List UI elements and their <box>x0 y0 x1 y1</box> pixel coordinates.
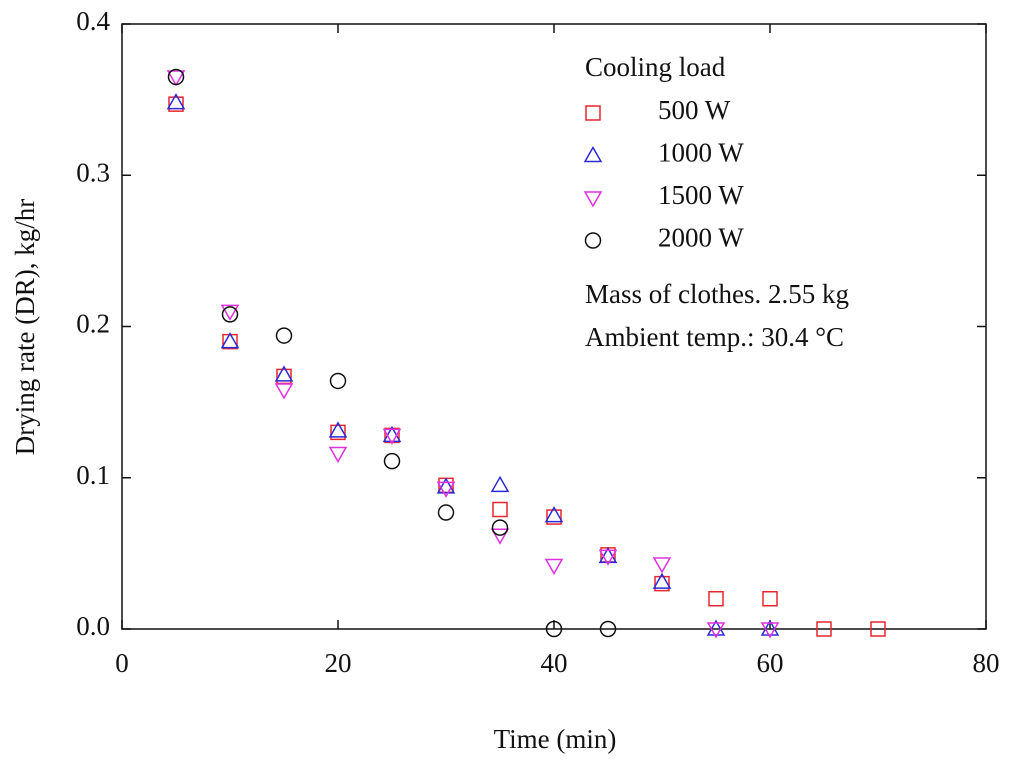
point <box>599 620 617 638</box>
point <box>328 421 348 438</box>
point <box>166 70 186 87</box>
point <box>546 509 562 525</box>
point <box>220 304 240 321</box>
legend-label: 2000 W <box>658 223 744 253</box>
y-axis-title: Drying rate (DR), kg/hr <box>10 199 40 455</box>
y-tick-label: 0.1 <box>76 460 110 490</box>
x-tick-label: 40 <box>541 648 568 678</box>
point <box>220 332 240 349</box>
point <box>544 558 564 575</box>
point <box>329 372 347 390</box>
point <box>491 519 509 536</box>
point <box>708 591 724 607</box>
point <box>490 475 510 493</box>
point <box>167 68 185 86</box>
x-tick-label: 80 <box>973 648 1000 678</box>
point <box>166 93 186 110</box>
point <box>706 622 726 639</box>
point <box>437 504 455 521</box>
y-tick-label: 0.3 <box>76 157 110 187</box>
x-tick-label: 20 <box>325 648 352 678</box>
point <box>706 619 726 636</box>
point <box>598 546 618 564</box>
point <box>545 620 563 638</box>
point <box>762 591 778 607</box>
point <box>274 383 294 400</box>
point <box>383 452 401 470</box>
point <box>760 619 780 636</box>
y-tick-label: 0.0 <box>76 611 110 641</box>
point <box>654 575 670 592</box>
legend-marker <box>583 191 603 208</box>
x-axis-title: Time (min) <box>494 724 617 754</box>
point <box>436 481 456 498</box>
legend-marker <box>584 232 602 249</box>
x-tick-label: 60 <box>757 648 784 678</box>
legend-marker <box>583 145 603 163</box>
point <box>438 477 454 494</box>
point <box>382 428 402 445</box>
point <box>492 501 508 518</box>
point <box>598 549 618 566</box>
x-tick-label: 0 <box>115 648 129 678</box>
legend-marker <box>585 105 601 121</box>
y-tick-label: 0.4 <box>76 6 110 36</box>
point <box>328 446 348 464</box>
point <box>330 424 346 441</box>
legend-title: Cooling load <box>585 52 726 82</box>
point <box>221 306 239 323</box>
point <box>652 557 672 574</box>
point <box>544 506 564 523</box>
point <box>275 327 293 344</box>
point <box>870 621 886 637</box>
point <box>382 425 402 443</box>
legend-label: 1500 W <box>658 180 744 210</box>
point <box>652 572 672 589</box>
point <box>274 365 294 382</box>
annotation: Mass of clothes. 2.55 kg <box>585 279 849 309</box>
point <box>436 477 456 494</box>
point <box>168 96 184 112</box>
point <box>816 621 832 637</box>
point <box>760 622 780 639</box>
plot-frame <box>121 23 987 630</box>
annotation: Ambient temp.: 30.4 °C <box>585 322 844 352</box>
point <box>490 528 510 545</box>
legend-label: 1000 W <box>658 138 744 168</box>
legend-label: 500 W <box>658 95 731 125</box>
y-tick-label: 0.2 <box>76 309 110 339</box>
